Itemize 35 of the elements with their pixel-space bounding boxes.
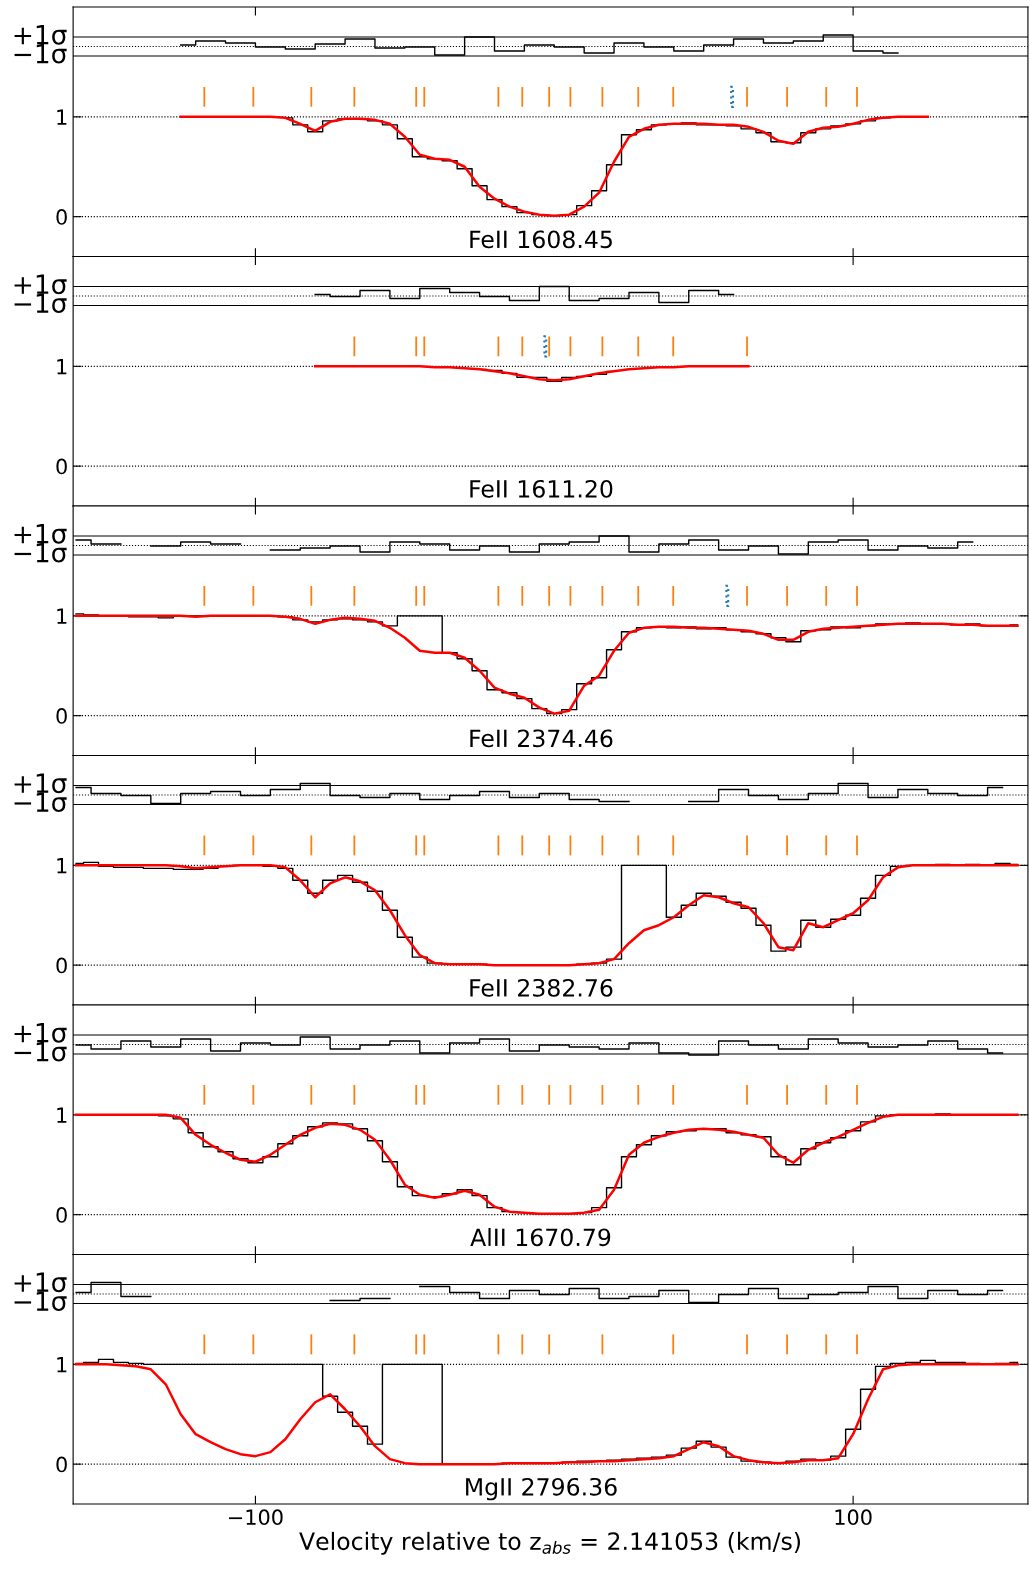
y-tick-label: 1	[57, 1357, 67, 1373]
ref-line-label: +1σ	[14, 25, 67, 45]
ref-line-label: +1σ	[14, 773, 67, 794]
line-series	[179, 115, 930, 217]
y-tick-label: 0	[56, 1456, 67, 1473]
ref-line-label: +1σ	[14, 524, 67, 544]
y-tick-label: 0	[56, 209, 67, 225]
y-tick-label: 0	[56, 957, 67, 974]
y-tick-label: 0	[56, 708, 67, 724]
annotation: MgII 2796.36	[466, 1477, 617, 1501]
y-tick-label: 1	[57, 1107, 67, 1123]
annotation: FeII 1611.20	[470, 479, 613, 498]
annotation: AlII 1670.79	[470, 1227, 611, 1247]
y-tick-label: 0	[56, 458, 67, 475]
annotation: FeII 2382.76	[470, 978, 613, 997]
ref-line-label: +1σ	[14, 1272, 67, 1293]
y-tick-label: 1	[57, 858, 67, 874]
annotation: FeII 1608.45	[470, 230, 612, 249]
y-tick-label: 1	[57, 109, 67, 125]
x-tick-label: 100	[835, 1509, 872, 1526]
x-axis-title: Velocity relative to z$_{abs}$ = 2.141053 (km/s)	[299, 1531, 800, 1555]
y-tick-label: 0	[56, 1207, 67, 1223]
y-tick-label: 1	[57, 359, 67, 375]
line-series	[313, 365, 750, 382]
ref-line-label: −1σ	[14, 44, 67, 64]
annotation: FeII 2374.46	[470, 729, 613, 748]
ref-line-label: −1σ	[14, 1042, 67, 1062]
x-tick-label: −100	[229, 1509, 283, 1526]
y-tick-label: 1	[57, 608, 67, 624]
ref-line-label: +1σ	[14, 274, 67, 295]
ref-line-label: −1σ	[14, 1291, 67, 1312]
ref-line-label: −1σ	[14, 293, 67, 314]
ref-line-label: −1σ	[14, 792, 67, 813]
ref-line-label: −1σ	[14, 543, 67, 563]
ref-line-label: +1σ	[14, 1023, 67, 1043]
